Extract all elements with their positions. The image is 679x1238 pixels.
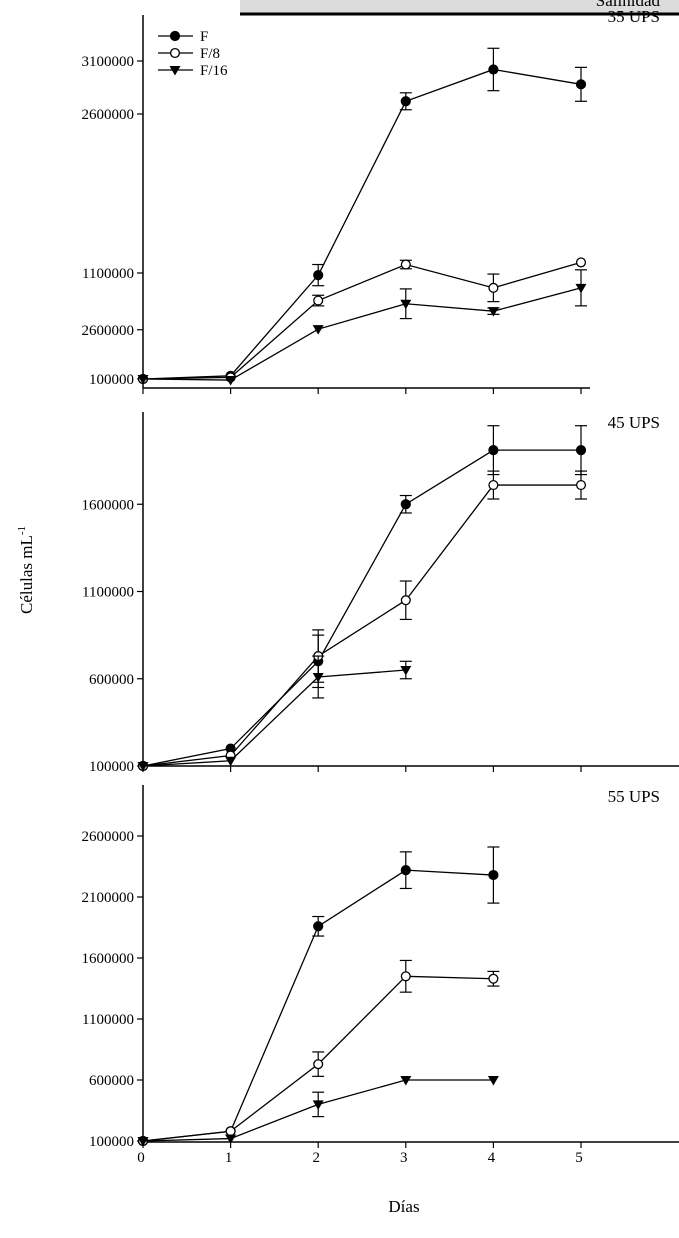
series-f-8 [137, 959, 500, 1147]
marker-filled-triangle [225, 756, 237, 767]
series-f-8 [137, 257, 587, 385]
marker-filled-triangle [312, 673, 324, 683]
y-tick-label: 100000 [89, 759, 134, 775]
x-tick-label: 3 [400, 1150, 408, 1166]
x-tick-label: 0 [137, 1150, 145, 1166]
marker-open-circle [313, 295, 324, 306]
marker-filled-triangle [225, 376, 237, 386]
marker-filled-circle [169, 30, 181, 42]
marker-open-circle [313, 1059, 324, 1070]
series-line [142, 669, 406, 767]
panel-35-ups: 100000 1100000 2600000 3100000 35 UPS FF/8F/1… [82, 7, 660, 394]
legend-label: F/16 [200, 63, 228, 79]
y-tick-label: 600000 [89, 672, 134, 688]
marker-filled-triangle [137, 1137, 149, 1147]
series-f-16 [137, 655, 412, 772]
marker-open-circle [400, 595, 411, 606]
marker-filled-circle [488, 64, 499, 75]
series-line [142, 287, 582, 381]
marker-filled-triangle [487, 1076, 499, 1086]
y-tick-label: 1100000 [82, 266, 134, 282]
series-line [142, 484, 581, 767]
series-line [142, 261, 582, 380]
marker-filled-triangle [487, 307, 499, 317]
y-tick-label: 1600000 [82, 497, 135, 513]
marker-filled-circle [313, 921, 324, 932]
panel-55-ups: 0 1 2 3 4 5 100000 600000 1100000 1600000 2100000 2… [82, 785, 679, 1166]
x-tick-label: 5 [575, 1150, 583, 1166]
series-f-16 [137, 1076, 499, 1147]
y-tick-label: 2100000 [82, 890, 135, 906]
y-axis-title-superscript: -1 [16, 526, 28, 535]
series-line [142, 449, 581, 767]
marker-filled-triangle [400, 1076, 412, 1086]
y-tick-label: 100000 [89, 372, 134, 388]
series-f-16 [137, 269, 587, 386]
marker-open-circle [488, 480, 499, 491]
header-fragment: Salinidad [596, 0, 661, 10]
legend: FF/8F/16 [158, 29, 228, 79]
marker-open-circle [400, 971, 411, 982]
series-f [137, 47, 587, 385]
series-f [137, 425, 587, 772]
panel-title: 35 UPS [608, 7, 660, 26]
y-tick-label: 3100000 [82, 54, 135, 70]
marker-open-circle [225, 1126, 236, 1137]
marker-filled-triangle [312, 325, 324, 335]
marker-open-circle [575, 257, 587, 268]
marker-open-circle [169, 47, 181, 59]
y-tick-label: 2600000 [82, 107, 135, 123]
y-tick-label: 1100000 [82, 585, 134, 601]
marker-filled-triangle [137, 762, 149, 772]
x-axis-title: Días [388, 1197, 419, 1216]
y-tick-label: 600000 [89, 1073, 134, 1089]
marker-open-circle [575, 480, 587, 491]
marker-open-circle [488, 282, 499, 293]
header-banner: Salinidad [240, 0, 679, 16]
marker-filled-circle [400, 96, 411, 107]
series-line [142, 68, 582, 380]
marker-open-circle [400, 259, 411, 270]
marker-filled-triangle [312, 1100, 324, 1110]
marker-filled-circle [488, 869, 499, 881]
marker-filled-circle [313, 270, 324, 281]
y-tick-label: 100000 [89, 1134, 134, 1150]
y-tick-label: 1100000 [82, 1012, 134, 1028]
x-tick-label: 4 [488, 1150, 496, 1166]
x-tick-label: 2 [312, 1150, 320, 1166]
series-f-8 [137, 470, 587, 772]
marker-open-circle [488, 973, 499, 984]
marker-filled-circle [400, 499, 411, 510]
marker-filled-triangle [137, 375, 149, 385]
y-tick-label: 2600000 [82, 323, 135, 339]
marker-filled-circle [575, 79, 587, 90]
panel-title: 55 UPS [608, 787, 660, 806]
y-axis-title-main: Células mL [17, 535, 36, 614]
marker-filled-triangle [575, 283, 587, 294]
marker-filled-triangle [400, 299, 412, 310]
legend-label: F/8 [200, 46, 220, 62]
y-tick-label: 1600000 [82, 951, 135, 967]
marker-filled-circle [488, 445, 499, 456]
marker-filled-triangle [225, 1134, 237, 1145]
marker-filled-triangle [400, 666, 412, 676]
marker-filled-triangle [169, 66, 181, 76]
marker-filled-circle [575, 445, 587, 456]
panel-title: 45 UPS [608, 413, 660, 432]
legend-label: F [200, 29, 208, 45]
x-tick-label: 1 [225, 1150, 233, 1166]
panel-45-ups: 100000 600000 1100000 1600000 2600000 45 UPS [82, 323, 679, 775]
y-tick-label: 2600000 [82, 829, 135, 845]
marker-filled-circle [400, 865, 411, 876]
y-axis-title: Células mL-1 [16, 526, 36, 614]
